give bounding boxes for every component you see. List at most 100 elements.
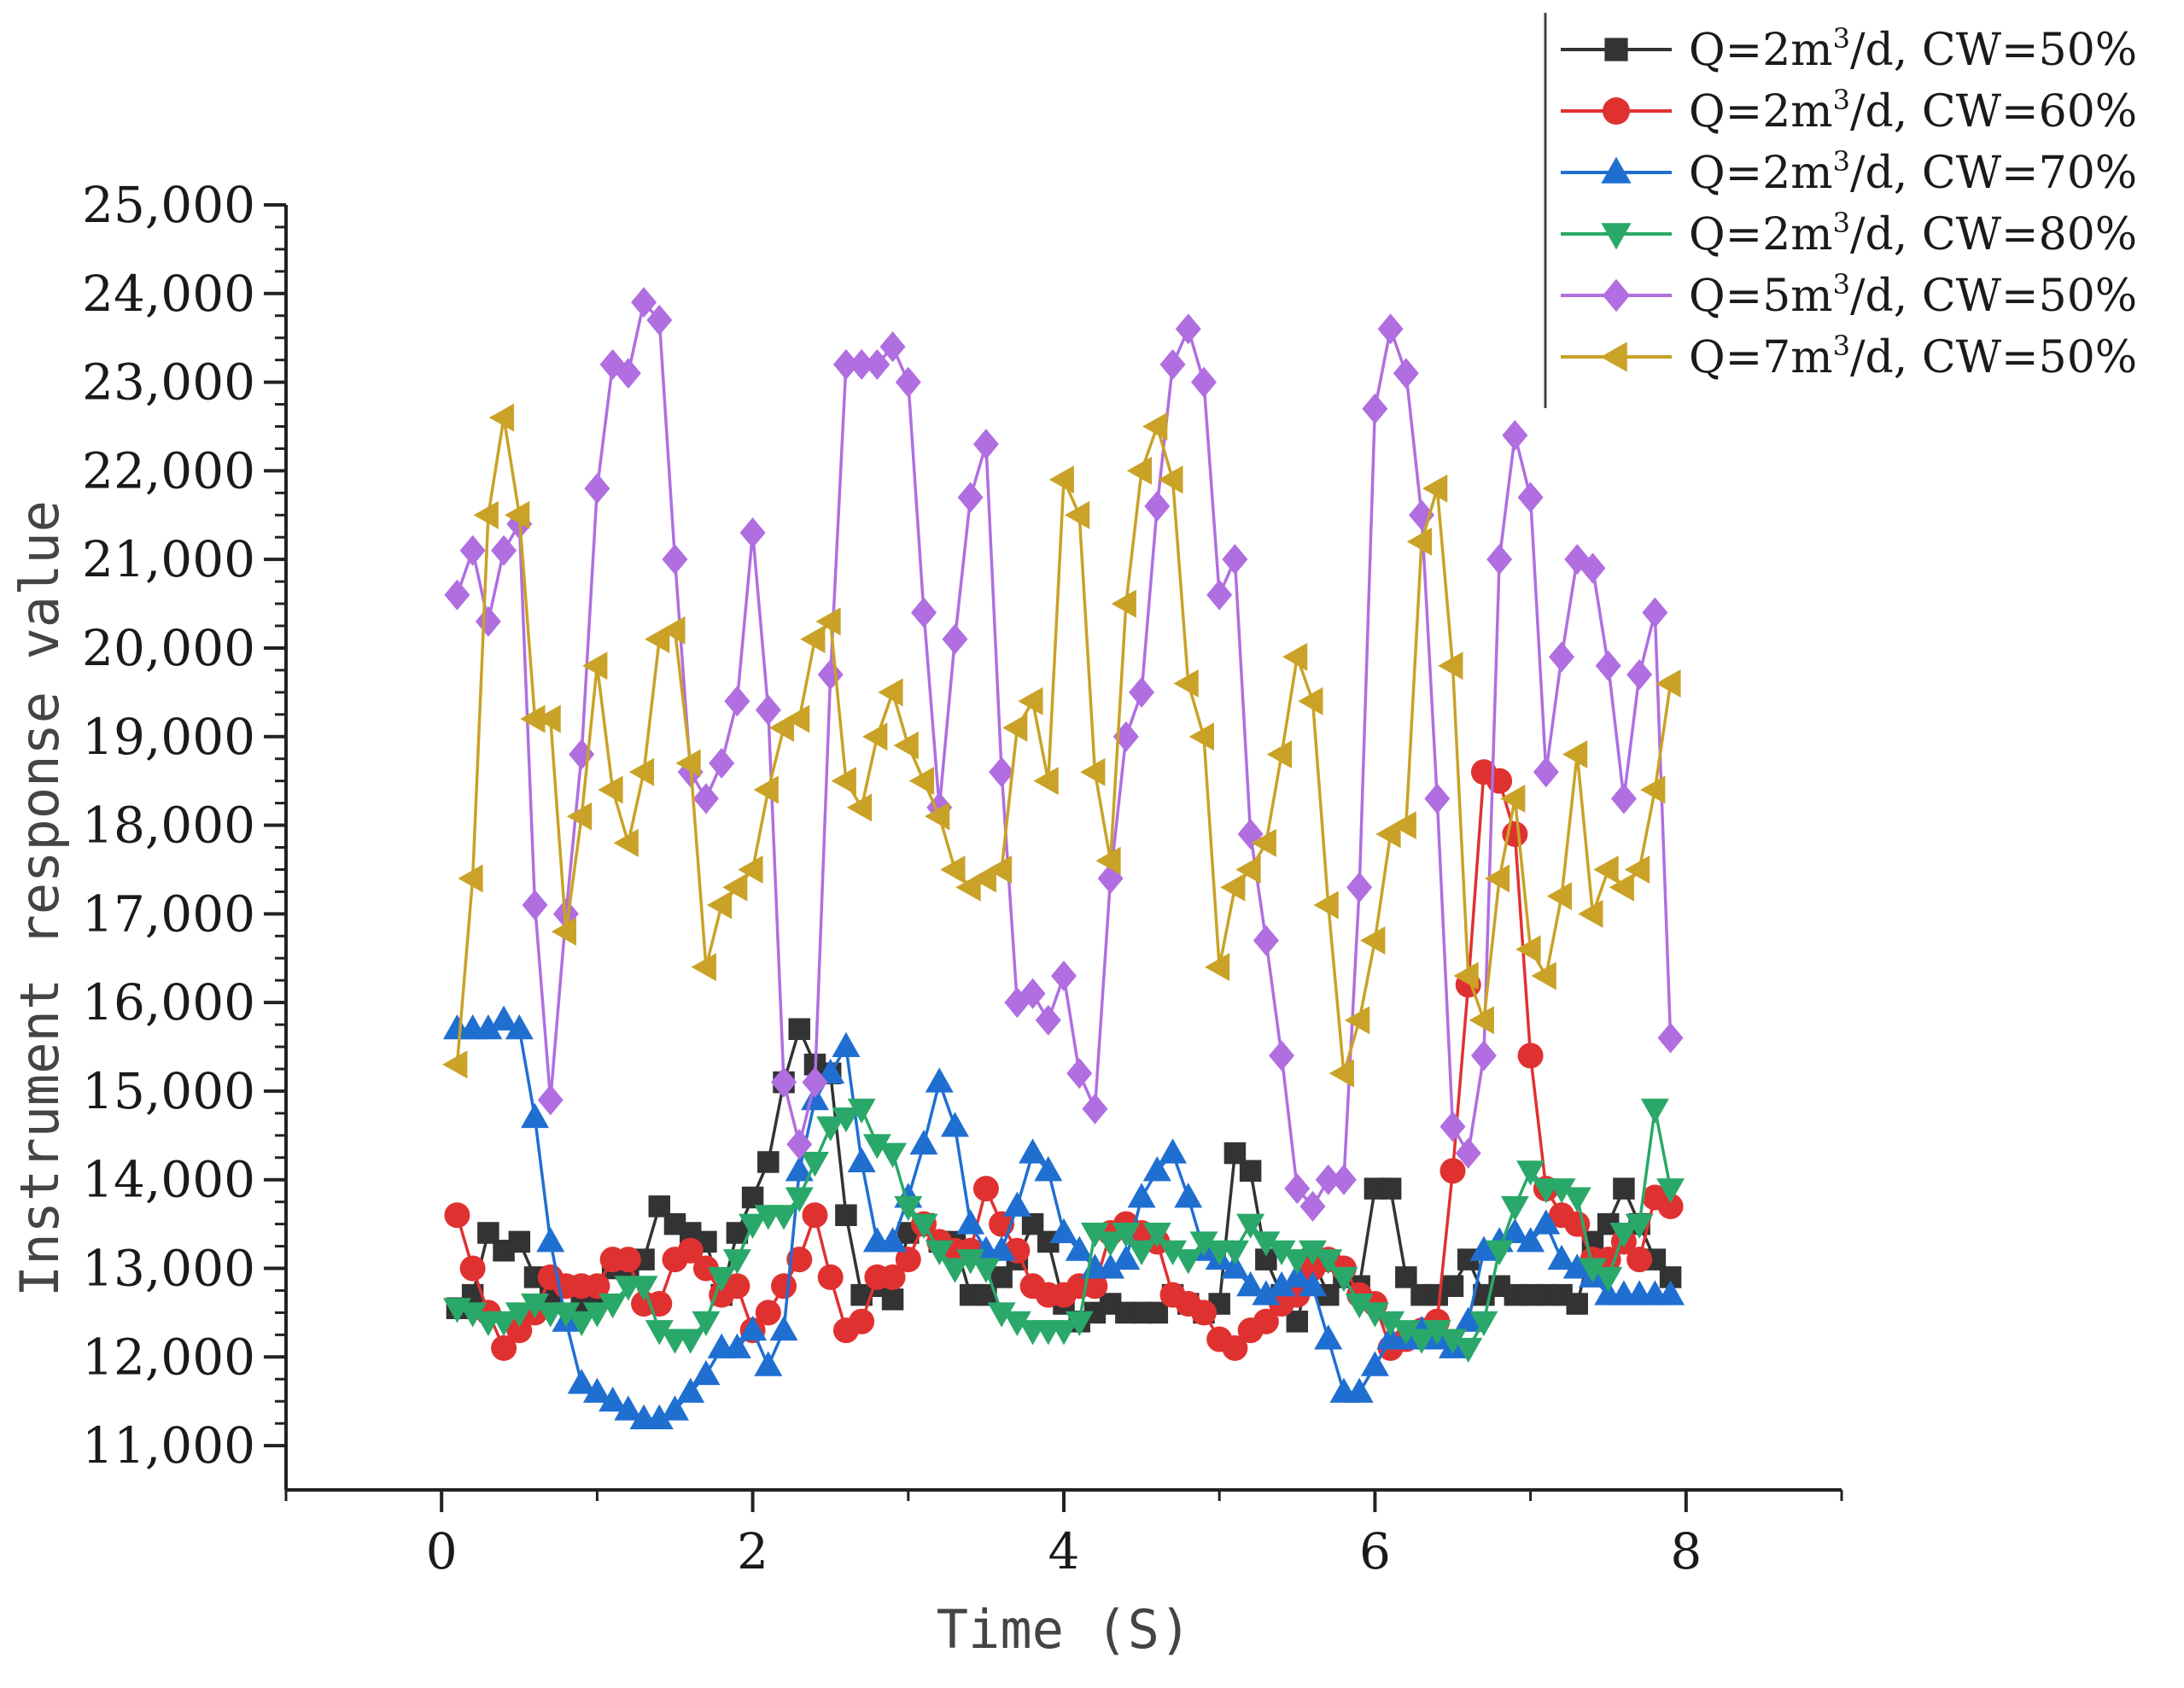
data-point <box>1173 669 1199 698</box>
data-point <box>1082 1273 1108 1300</box>
x-tick-label: 8 <box>1670 1522 1702 1580</box>
data-point <box>987 1235 1016 1261</box>
data-point <box>1329 1059 1354 1088</box>
data-point <box>1282 1262 1311 1288</box>
data-point <box>972 1176 999 1202</box>
data-point <box>645 625 670 654</box>
data-point <box>847 1147 876 1172</box>
data-point <box>1222 1335 1248 1361</box>
data-point <box>1657 1022 1684 1054</box>
axes: 11,000 12,000 13,000 14,000 15,000 16,000 17,0… <box>9 176 1843 1661</box>
data-point <box>1112 1244 1141 1270</box>
data-point <box>1189 1231 1218 1257</box>
data-point <box>955 873 981 902</box>
data-point <box>1344 1006 1370 1035</box>
data-point <box>1469 1006 1494 1035</box>
data-point <box>677 1237 704 1264</box>
data-point <box>645 1404 674 1429</box>
data-point <box>1236 1213 1265 1239</box>
data-point <box>661 1395 689 1421</box>
data-point <box>660 616 686 645</box>
data-point <box>1315 1164 1341 1195</box>
data-point <box>1035 1004 1061 1036</box>
y-tick-label: 19,000 <box>82 708 255 766</box>
data-point <box>722 873 748 902</box>
data-point <box>615 1247 641 1273</box>
data-point <box>1253 1308 1279 1335</box>
data-point <box>475 605 501 637</box>
data-point <box>1174 1183 1203 1208</box>
data-point <box>879 1142 908 1168</box>
data-point <box>1065 1235 1094 1261</box>
data-point <box>662 544 688 575</box>
data-point <box>785 1187 814 1212</box>
data-point <box>1578 1258 1607 1283</box>
data-point <box>816 1116 845 1142</box>
data-point <box>895 366 921 398</box>
data-point <box>628 757 655 786</box>
data-point <box>802 1202 828 1229</box>
data-point <box>566 802 593 831</box>
series-3 <box>442 1005 1685 1429</box>
data-point <box>615 358 641 389</box>
data-point <box>1547 1178 1576 1204</box>
data-point <box>1439 1158 1466 1184</box>
data-point <box>1376 1311 1405 1337</box>
data-point <box>972 429 999 460</box>
data-point <box>692 1359 721 1386</box>
data-point <box>846 793 873 822</box>
data-point <box>817 1264 844 1290</box>
data-point <box>1267 1271 1296 1297</box>
data-point <box>1626 1247 1653 1273</box>
data-point <box>739 1315 768 1341</box>
data-point <box>1236 1271 1265 1297</box>
data-point <box>1267 1240 1296 1266</box>
data-point <box>1111 589 1136 618</box>
data-point <box>1127 1183 1156 1208</box>
data-point <box>815 607 841 636</box>
data-point <box>1439 1329 1467 1354</box>
data-point <box>506 1317 533 1344</box>
data-point <box>800 1085 829 1111</box>
data-point <box>972 1258 1001 1283</box>
data-point <box>1375 820 1401 849</box>
data-point <box>1096 1231 1125 1257</box>
data-point <box>1640 1098 1669 1124</box>
data-point <box>769 1315 798 1341</box>
data-point <box>1329 1266 1358 1293</box>
data-point <box>1562 1187 1591 1212</box>
data-point <box>862 1134 891 1159</box>
data-point <box>1502 419 1528 451</box>
data-point <box>1286 1311 1309 1333</box>
y-tick-label: 11,000 <box>82 1416 255 1475</box>
legend-entry: Q=5m3/d, CW=50% <box>1561 268 2137 322</box>
data-point <box>1656 1178 1685 1204</box>
data-point <box>879 1227 908 1253</box>
data-point <box>676 1377 705 1403</box>
data-point <box>1299 1190 1326 1222</box>
data-point <box>505 500 530 529</box>
data-point <box>489 1311 518 1337</box>
data-point <box>1360 926 1386 955</box>
data-point <box>924 802 950 831</box>
data-point <box>1239 1159 1262 1183</box>
data-point <box>582 651 608 680</box>
data-point <box>925 1240 954 1266</box>
data-point <box>1220 873 1246 902</box>
data-point <box>505 1302 534 1328</box>
legend-marker <box>1601 156 1632 184</box>
data-point <box>1439 1111 1466 1142</box>
data-point <box>1595 650 1621 681</box>
data-point <box>788 1018 811 1041</box>
data-point <box>629 1276 658 1301</box>
y-tick-label: 20,000 <box>82 619 255 677</box>
data-point <box>599 1294 628 1319</box>
data-point <box>1422 474 1448 503</box>
data-point <box>724 686 750 717</box>
data-point <box>1252 1231 1281 1257</box>
y-tick-label: 15,000 <box>82 1062 255 1120</box>
series-4 <box>442 1098 1685 1364</box>
data-point <box>645 1320 674 1346</box>
data-point <box>1284 1173 1311 1205</box>
y-tick-label: 13,000 <box>82 1240 255 1298</box>
